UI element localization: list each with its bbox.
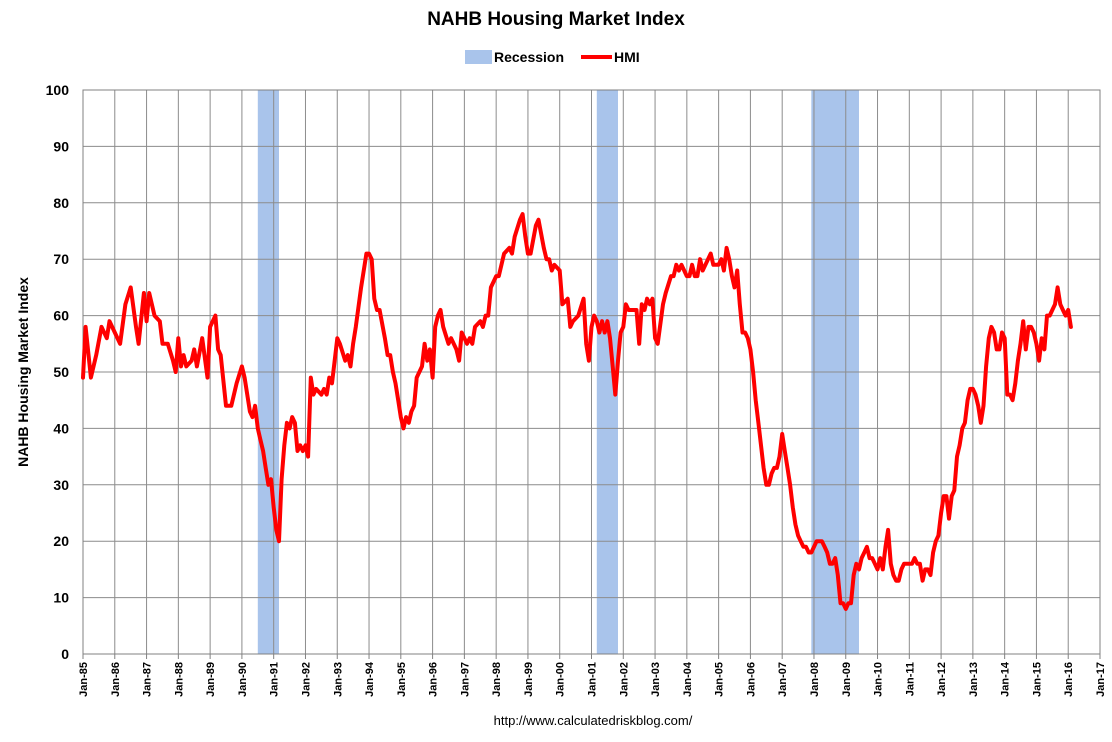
legend-swatch-recession [465, 50, 492, 64]
y-tick-label: 20 [53, 533, 69, 549]
x-tick-label: Jan-14 [1000, 661, 1012, 697]
series-line-hmi [81, 212, 1073, 611]
x-tick-label: Jan-06 [745, 662, 757, 697]
x-tick-label: Jan-09 [841, 662, 853, 697]
y-axis-ticks: 0 10 20 30 40 50 60 70 80 90 100 [46, 82, 70, 662]
x-tick-label: Jan-95 [396, 662, 408, 697]
x-tick-label: Jan-99 [523, 662, 535, 697]
source-url: http://www.calculatedriskblog.com/ [494, 713, 693, 728]
x-tick-label: Jan-91 [269, 662, 281, 697]
x-tick-label: Jan-15 [1031, 662, 1043, 697]
x-tick-label: Jan-90 [237, 662, 249, 697]
x-tick-label: Jan-98 [491, 662, 503, 697]
gridlines [82, 89, 1101, 655]
x-tick-label: Jan-12 [936, 662, 948, 697]
x-tick-label: Jan-88 [173, 662, 185, 697]
y-tick-label: 100 [46, 82, 70, 98]
y-axis-label: NAHB Housing Market Index [15, 277, 31, 467]
y-tick-label: 30 [53, 477, 69, 493]
legend-label-hmi: HMI [614, 49, 640, 65]
y-tick-label: 60 [53, 308, 69, 324]
x-tick-label: Jan-89 [205, 662, 217, 697]
y-tick-label: 40 [53, 420, 69, 436]
y-tick-label: 80 [53, 195, 69, 211]
x-tick-label: Jan-08 [809, 662, 821, 697]
y-tick-label: 0 [61, 646, 69, 662]
x-tick-label: Jan-01 [587, 662, 599, 697]
x-tick-label: Jan-00 [555, 662, 567, 697]
series-lines [81, 212, 1073, 611]
x-tick-label: Jan-85 [78, 662, 90, 697]
x-tick-label: Jan-04 [682, 661, 694, 697]
y-tick-label: 70 [53, 251, 69, 267]
x-axis-ticks: Jan-85 Jan-86 Jan-87 Jan-88 Jan-89 Jan-90 Jan-… [78, 654, 1107, 697]
x-tick-label: Jan-02 [618, 662, 630, 697]
x-tick-label: Jan-86 [110, 662, 122, 697]
y-tick-label: 50 [53, 364, 69, 380]
x-tick-label: Jan-96 [428, 662, 440, 697]
x-tick-label: Jan-93 [332, 662, 344, 697]
chart-title: NAHB Housing Market Index [427, 9, 685, 30]
x-tick-label: Jan-16 [1063, 662, 1075, 697]
x-tick-label: Jan-92 [300, 662, 312, 697]
x-tick-label: Jan-11 [904, 662, 916, 696]
x-tick-label: Jan-03 [650, 662, 662, 697]
x-tick-label: Jan-87 [142, 662, 154, 697]
x-tick-label: Jan-94 [364, 661, 376, 697]
x-tick-label: Jan-10 [873, 662, 885, 697]
y-tick-label: 10 [53, 590, 69, 606]
y-tick-label: 90 [53, 138, 69, 154]
x-tick-label: Jan-17 [1095, 662, 1107, 697]
x-tick-label: Jan-97 [459, 662, 471, 697]
legend-label-recession: Recession [494, 49, 564, 65]
plot-area [81, 89, 1101, 655]
x-tick-label: Jan-05 [714, 662, 726, 697]
x-tick-label: Jan-07 [777, 662, 789, 697]
legend: Recession HMI [465, 49, 640, 65]
x-tick-label: Jan-13 [968, 662, 980, 697]
